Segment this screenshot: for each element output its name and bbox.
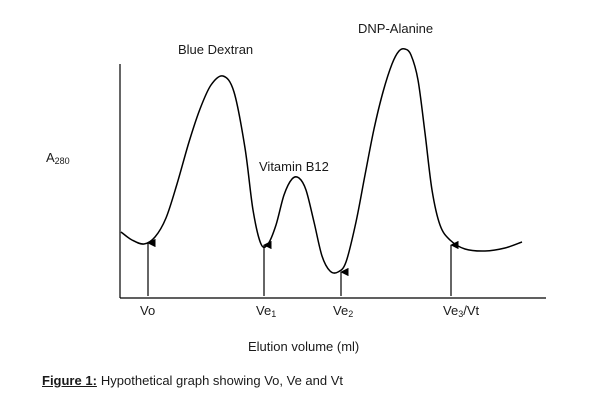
y-axis-label: A280 — [46, 150, 70, 166]
elution-curve — [120, 47, 523, 274]
figure-caption-text: Hypothetical graph showing Vo, Ve and Vt — [100, 373, 344, 388]
x-axis-label: Elution volume (ml) — [248, 339, 359, 354]
figure-caption: Figure 1: Hypothetical graph showing Vo, … — [42, 373, 343, 388]
peak-label-2: Vitamin B12 — [259, 159, 329, 174]
x-tick-label-3: Ve2 — [333, 303, 353, 319]
peak-label-1: Blue Dextran — [178, 42, 253, 57]
x-tick-label-4: Ve3/Vt — [443, 303, 479, 319]
y-axis-label-main: A — [46, 150, 55, 165]
peak-label-3: DNP-Alanine — [358, 21, 433, 36]
x-tick-label-1: Vo — [140, 303, 155, 318]
y-axis-label-subscript: 280 — [55, 156, 70, 166]
x-tick-label-2: Ve1 — [256, 303, 276, 319]
figure-label: Figure 1: — [42, 373, 97, 388]
